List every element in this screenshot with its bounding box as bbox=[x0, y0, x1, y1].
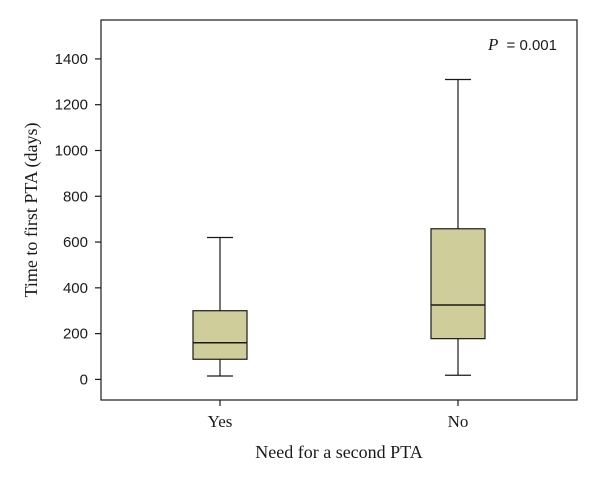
y-tick-label-1200: 1200 bbox=[55, 97, 88, 114]
y-axis: 0 200 400 600 800 1000 1200 1400 bbox=[55, 51, 101, 388]
y-tick-label-0: 0 bbox=[80, 371, 88, 388]
p-value-number: = 0.001 bbox=[507, 37, 557, 54]
p-value-annotation: P = 0.001 bbox=[487, 35, 557, 54]
plot-area-frame bbox=[100, 19, 578, 401]
boxes-layer bbox=[192, 78, 486, 377]
p-value-label: P bbox=[487, 35, 498, 54]
y-tick-label-1400: 1400 bbox=[55, 51, 88, 68]
box-yes bbox=[192, 236, 248, 377]
box-iqr-yes bbox=[192, 310, 248, 360]
box-iqr-no bbox=[430, 228, 486, 340]
y-tick-label-1000: 1000 bbox=[55, 142, 88, 159]
y-tick-label-800: 800 bbox=[63, 188, 88, 205]
y-axis-title: Time to first PTA (days) bbox=[21, 123, 42, 298]
x-axis: Yes No bbox=[208, 400, 469, 431]
box-no bbox=[430, 78, 486, 376]
y-tick-label-200: 200 bbox=[63, 326, 88, 343]
y-tick-label-400: 400 bbox=[63, 280, 88, 297]
x-tick-label-no: No bbox=[448, 412, 469, 431]
y-tick-label-600: 600 bbox=[63, 234, 88, 251]
x-tick-label-yes: Yes bbox=[208, 412, 233, 431]
x-axis-title: Need for a second PTA bbox=[255, 442, 423, 462]
